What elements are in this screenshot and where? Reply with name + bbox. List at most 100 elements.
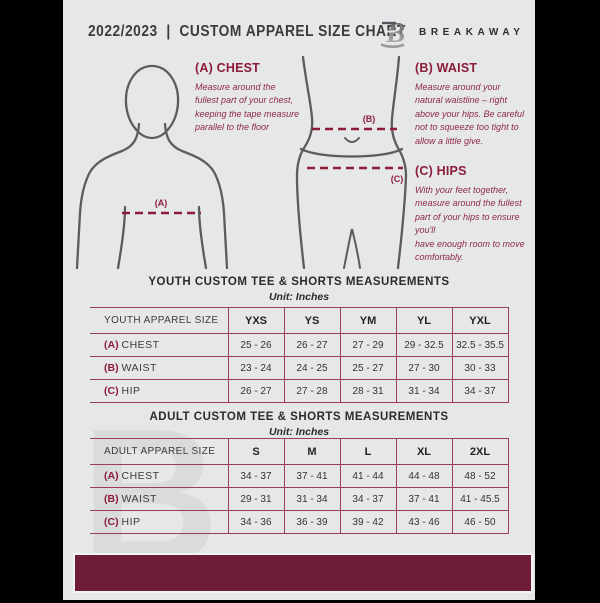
cell-value: 26 - 27 (283, 333, 340, 357)
cell-value: 32.5 - 35.5 (451, 333, 509, 357)
youth-size-table: YOUTH APPAREL SIZE YXS YS YM YL YXL (A) … (90, 307, 509, 403)
cell-value: 25 - 26 (227, 333, 284, 357)
cell-value: 31 - 34 (283, 487, 340, 511)
cell-value: 39 - 42 (339, 510, 396, 534)
waist-heading: (B) WAIST (415, 61, 478, 75)
cell-value: 41 - 44 (339, 464, 396, 488)
table-row-waist: (B) WAIST 23 - 24 24 - 25 25 - 27 27 - 3… (90, 356, 509, 380)
adult-header-row: ADULT APPAREL SIZE S M L XL 2XL (90, 438, 509, 465)
row-label: (B) WAIST (90, 356, 228, 380)
cell-value: 43 - 46 (395, 510, 452, 534)
table-row-hip: (C) HIP 26 - 27 27 - 28 28 - 31 31 - 34 … (90, 379, 509, 403)
row-label: (C) HIP (90, 510, 228, 534)
torso-left-armpit-line (116, 205, 127, 270)
row-name: HIP (121, 516, 141, 528)
cell-value: 29 - 31 (227, 487, 284, 511)
torso-head-outline (124, 64, 180, 140)
adult-table-unit: Unit: Inches (268, 426, 330, 438)
table-row-chest: (A) CHEST 34 - 37 37 - 41 41 - 44 44 - 4… (90, 464, 509, 488)
torso-right-shoulder-arm (163, 122, 229, 270)
hips-heading: (C) HIPS (415, 164, 467, 178)
cell-value: 27 - 30 (395, 356, 452, 380)
row-label: (A) CHEST (90, 464, 228, 488)
marker-b-label: (B) (363, 114, 376, 124)
row-name: CHEST (121, 339, 160, 351)
row-prefix: (C) (104, 516, 119, 528)
cell-value: 30 - 33 (451, 356, 509, 380)
hips-right-silhouette (390, 55, 408, 270)
hips-instructions: With your feet together, measure around … (415, 185, 525, 263)
marker-c-label: (C) (391, 174, 404, 184)
size-col-header: S (227, 438, 284, 465)
row-prefix: (A) (104, 339, 119, 351)
cell-value: 34 - 37 (227, 464, 284, 488)
torso-right-armpit-line (197, 205, 208, 270)
row-prefix: (C) (104, 385, 119, 397)
cell-value: 46 - 50 (451, 510, 509, 534)
cell-value: 41 - 45.5 (451, 487, 509, 511)
cell-value: 27 - 28 (283, 379, 340, 403)
cell-value: 25 - 27 (339, 356, 396, 380)
size-col-header: YXL (451, 307, 509, 334)
table-row-waist: (B) WAIST 29 - 31 31 - 34 34 - 37 37 - 4… (90, 487, 509, 511)
cell-value: 34 - 37 (451, 379, 509, 403)
measurement-diagram: (A) (B) (C) (75, 55, 408, 270)
youth-table-title: YOUTH CUSTOM TEE & SHORTS MEASUREMENTS (148, 276, 450, 288)
cell-value: 26 - 27 (227, 379, 284, 403)
row-name: WAIST (121, 362, 157, 374)
cell-value: 31 - 34 (395, 379, 452, 403)
hip-waistband-curve (299, 147, 404, 158)
breakaway-logo-icon: B (381, 17, 405, 49)
torso-left-shoulder-arm (75, 122, 141, 270)
size-col-header: YXS (227, 307, 284, 334)
adult-table-title: ADULT CUSTOM TEE & SHORTS MEASUREMENTS (149, 411, 449, 423)
svg-text:B: B (385, 17, 405, 49)
table-row-hip: (C) HIP 34 - 36 36 - 39 39 - 42 43 - 46 … (90, 510, 509, 534)
navel-mark (344, 137, 360, 143)
cell-value: 34 - 36 (227, 510, 284, 534)
cell-value: 24 - 25 (283, 356, 340, 380)
cell-value: 44 - 48 (395, 464, 452, 488)
row-label: (C) HIP (90, 379, 228, 403)
brand-name: BREAKAWAY (419, 27, 525, 38)
row-label: (B) WAIST (90, 487, 228, 511)
table-row-chest: (A) CHEST 25 - 26 26 - 27 27 - 29 29 - 3… (90, 333, 509, 357)
footer-accent-bar (73, 553, 533, 593)
row-prefix: (A) (104, 470, 119, 482)
cell-value: 34 - 37 (339, 487, 396, 511)
size-col-header: YS (283, 307, 340, 334)
chest-heading: (A) CHEST (195, 61, 260, 75)
inner-leg-lines (343, 228, 361, 269)
youth-header-row: YOUTH APPAREL SIZE YXS YS YM YL YXL (90, 307, 509, 334)
youth-size-label: YOUTH APPAREL SIZE (90, 307, 228, 334)
size-col-header: YL (395, 307, 452, 334)
adult-size-table: ADULT APPAREL SIZE S M L XL 2XL (A) CHES… (90, 438, 509, 534)
size-col-header: XL (395, 438, 452, 465)
cell-value: 48 - 52 (451, 464, 509, 488)
page-title: 2022/2023 | CUSTOM APPAREL SIZE CHART (88, 23, 406, 40)
size-col-header: L (339, 438, 396, 465)
cell-value: 37 - 41 (283, 464, 340, 488)
size-col-header: 2XL (451, 438, 509, 465)
cell-value: 37 - 41 (395, 487, 452, 511)
row-name: HIP (121, 385, 141, 397)
cell-value: 28 - 31 (339, 379, 396, 403)
row-prefix: (B) (104, 493, 119, 505)
youth-table-unit: Unit: Inches (268, 291, 330, 303)
row-prefix: (B) (104, 362, 119, 374)
row-name: CHEST (121, 470, 160, 482)
size-col-header: YM (339, 307, 396, 334)
row-label: (A) CHEST (90, 333, 228, 357)
marker-a-label: (A) (155, 198, 168, 208)
cell-value: 27 - 29 (339, 333, 396, 357)
cell-value: 29 - 32.5 (395, 333, 452, 357)
flyer-page: B 2022/2023 | CUSTOM APPAREL SIZE CHART … (63, 0, 535, 600)
waist-instructions: Measure around your natural waistline – … (415, 82, 525, 146)
chest-instructions: Measure around the fullest part of your … (195, 82, 300, 133)
size-col-header: M (283, 438, 340, 465)
hips-left-silhouette (295, 55, 314, 270)
row-name: WAIST (121, 493, 157, 505)
cell-value: 36 - 39 (283, 510, 340, 534)
cell-value: 23 - 24 (227, 356, 284, 380)
adult-size-label: ADULT APPAREL SIZE (90, 438, 228, 465)
